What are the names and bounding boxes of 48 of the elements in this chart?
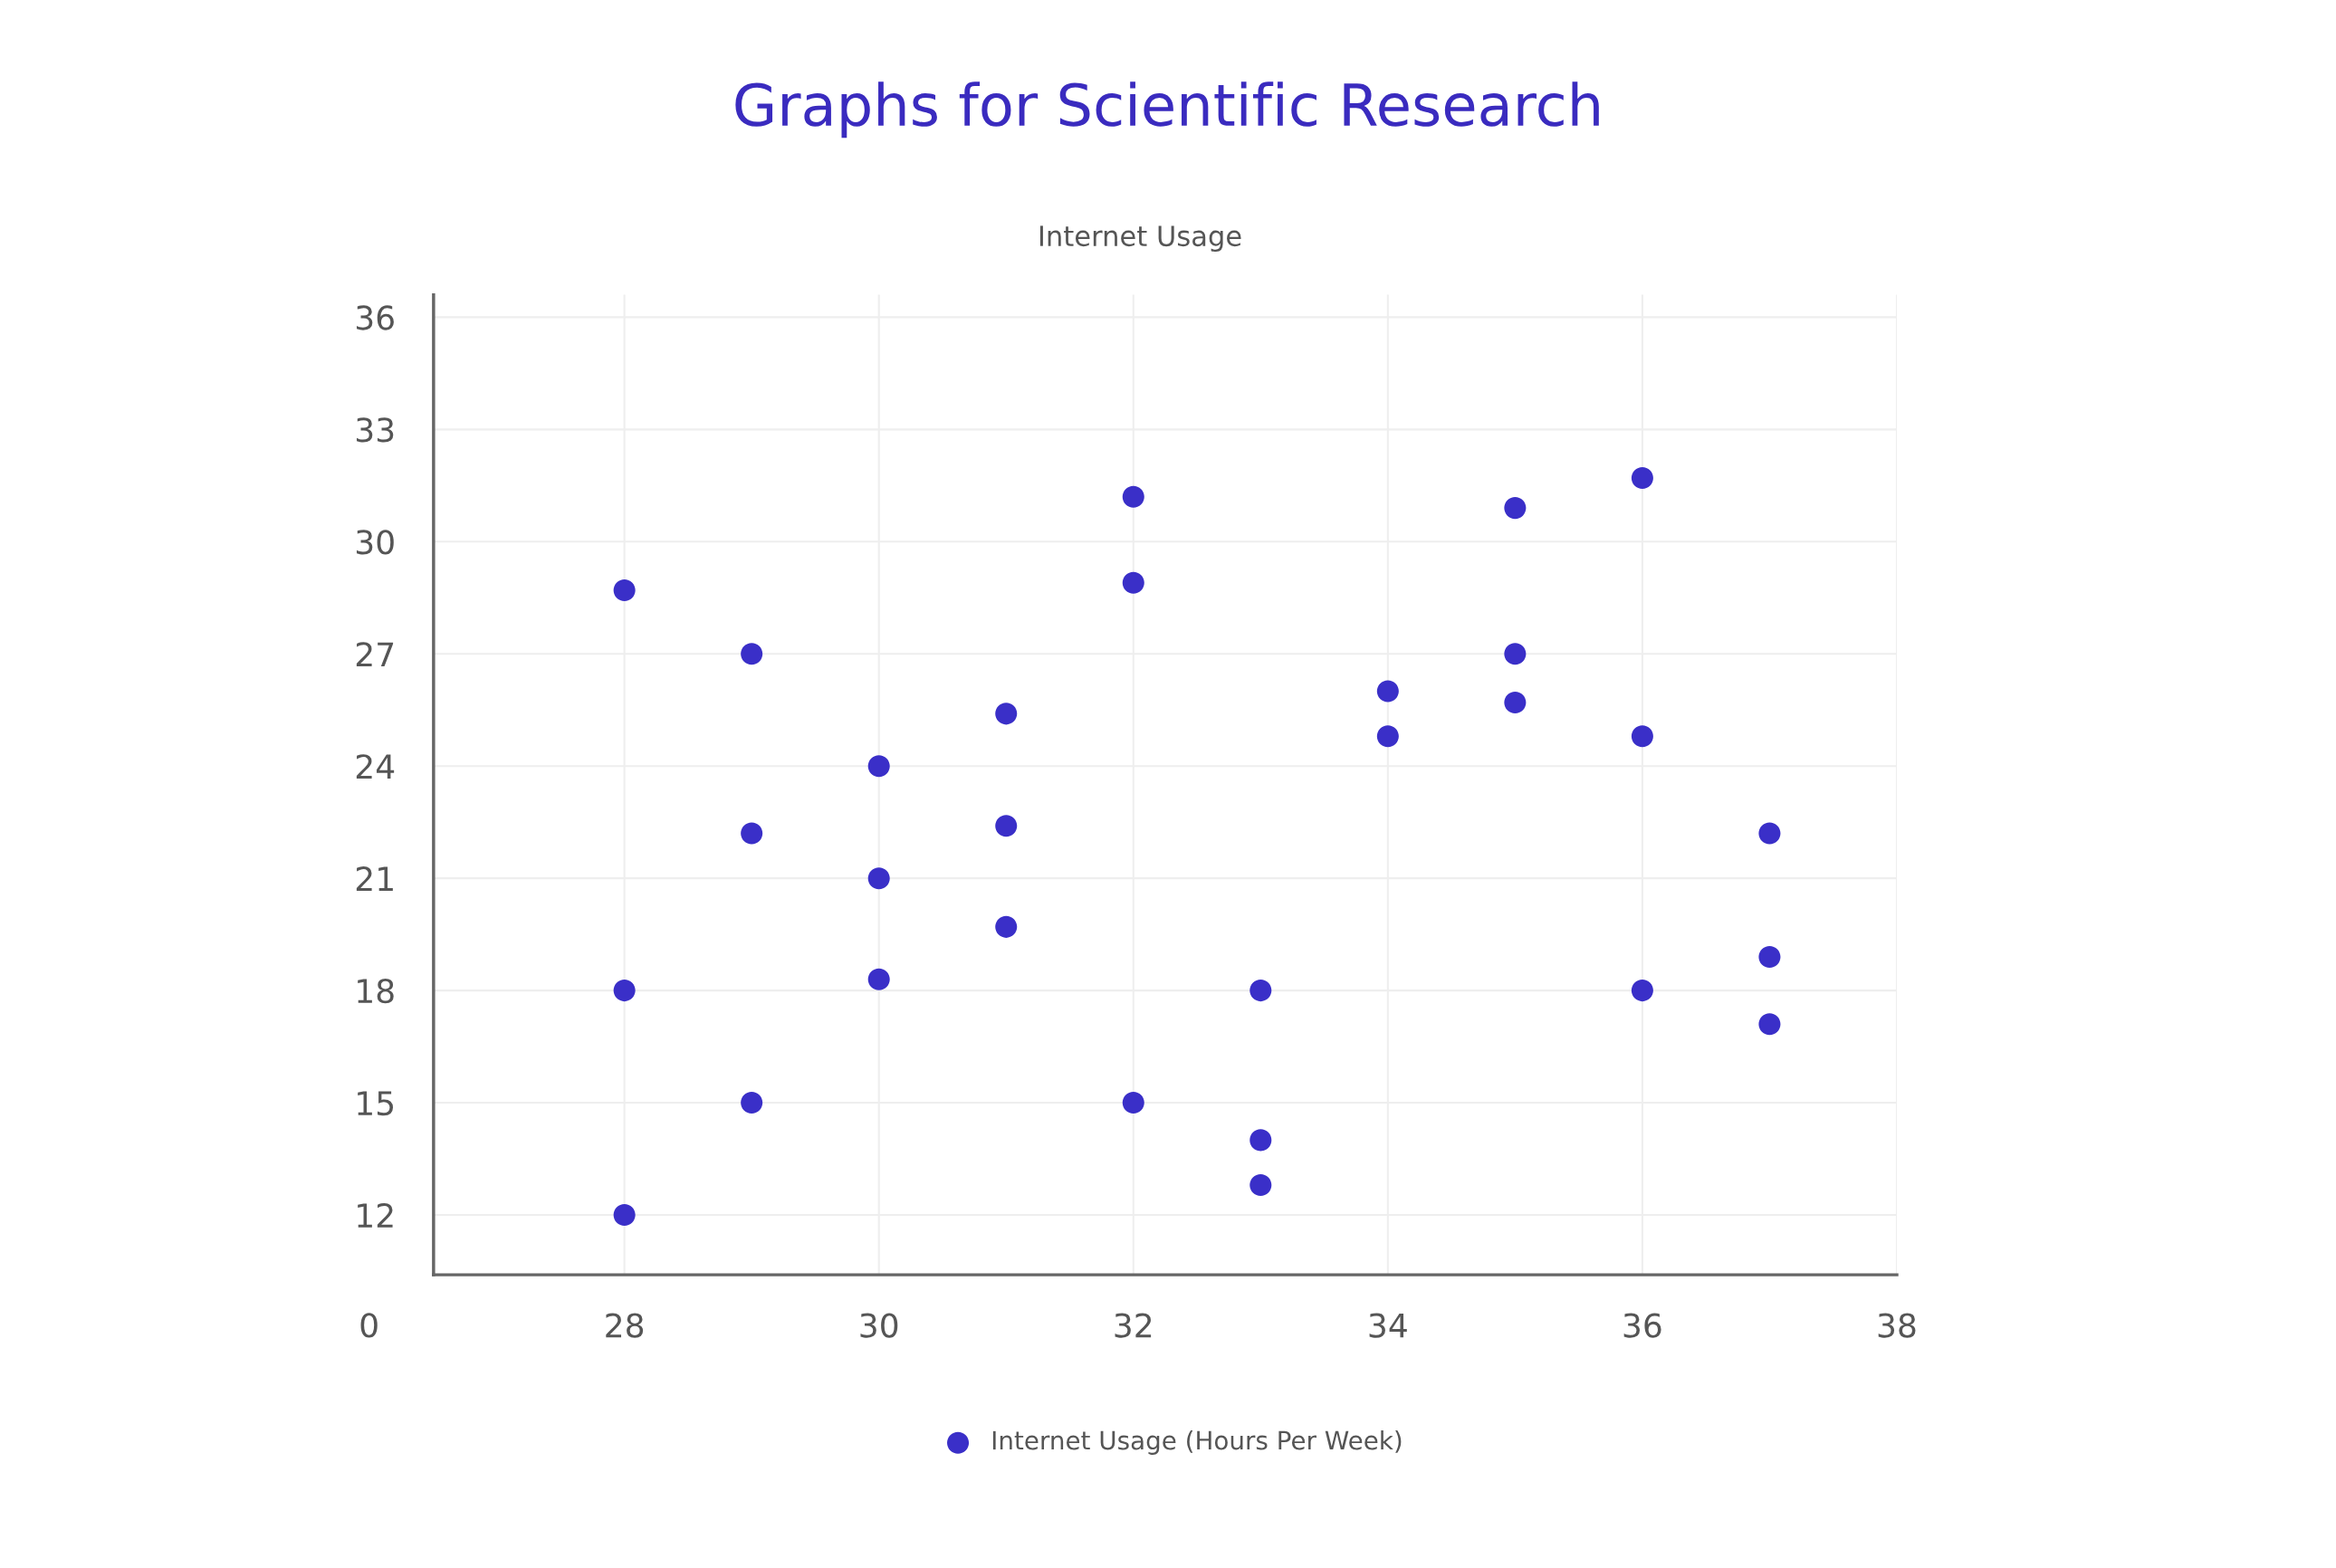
point: [867, 755, 890, 778]
point: [741, 1092, 763, 1114]
point: [1504, 643, 1527, 665]
chart-subtitle: Internet Usage: [1039, 225, 1241, 253]
point: [613, 578, 636, 602]
point: [1631, 467, 1653, 490]
point: [1249, 1173, 1272, 1196]
chart-title: Graphs for Scientific Research: [735, 81, 1599, 139]
point: [741, 643, 763, 665]
point: [995, 703, 1018, 725]
x-tick-label: 30: [860, 1313, 898, 1338]
y-tick-label: 21: [356, 866, 393, 891]
point: [995, 915, 1018, 938]
text: 0: [360, 1313, 378, 1338]
point: [1249, 980, 1272, 1002]
x-tick-label: 28: [606, 1313, 644, 1338]
x-tick-label: 38: [1878, 1313, 1916, 1338]
y-tick-label: 27: [356, 642, 394, 666]
y-tick-label: 33: [356, 417, 394, 443]
point: [867, 867, 890, 890]
point: [613, 980, 636, 1002]
x-tick-label: 32: [1115, 1313, 1152, 1338]
y-tick-label: 24: [356, 754, 395, 779]
point: [1631, 980, 1653, 1002]
point: [1631, 725, 1653, 748]
point: [1504, 691, 1527, 713]
point: [995, 815, 1018, 837]
point: [1122, 1092, 1144, 1114]
y-tick-label: 12: [358, 1202, 393, 1228]
point: [1758, 1013, 1781, 1036]
point: [867, 968, 890, 990]
y-tick-label: 18: [358, 979, 394, 1004]
point: [1504, 497, 1527, 520]
y-tick-label: 36: [356, 305, 394, 330]
point: [613, 1203, 636, 1227]
x-tick-label: 34: [1369, 1313, 1407, 1338]
point: [1758, 822, 1781, 845]
point: [1122, 571, 1144, 594]
point: [1376, 680, 1399, 703]
point: [1376, 725, 1399, 748]
y-tick-label: 15: [358, 1091, 394, 1116]
point: [1758, 945, 1781, 968]
x-tick-label: 36: [1623, 1313, 1661, 1338]
y-tick-label: 30: [356, 530, 394, 555]
legend-label: Internet Usage (Hours Per Week): [992, 1430, 1402, 1455]
point: [1249, 1129, 1272, 1152]
point: [741, 822, 763, 845]
point: [1122, 485, 1144, 508]
